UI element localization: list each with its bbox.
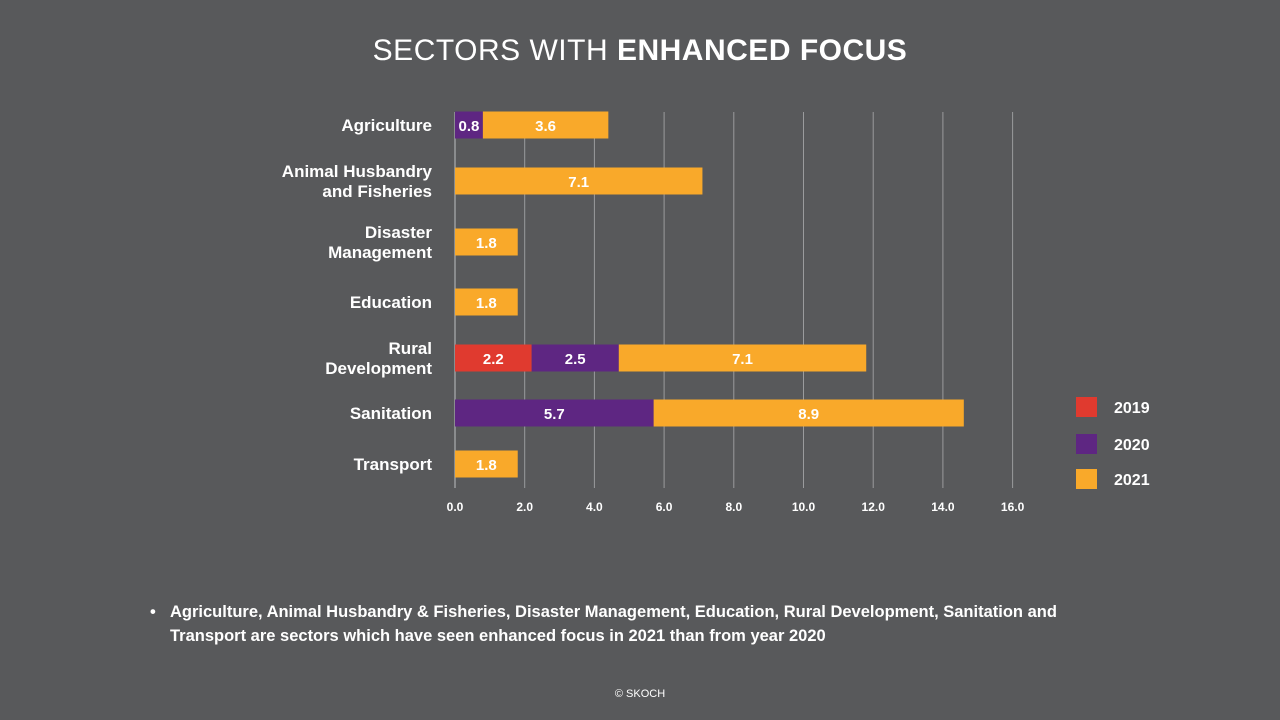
chart-title-light: SECTORS WITH	[372, 34, 617, 67]
data-label: 2.2	[483, 351, 504, 368]
bullet-icon: •	[150, 603, 156, 621]
bar-segment-2019	[455, 344, 532, 372]
x-tick-label: 6.0	[656, 500, 673, 514]
category-label: and Fisheries	[322, 182, 432, 201]
bar-segment-2021	[653, 399, 964, 427]
x-tick-label: 4.0	[586, 500, 603, 514]
data-label: 1.8	[476, 457, 497, 474]
legend-swatch-2020	[1076, 434, 1097, 454]
category-label: Development	[325, 359, 432, 378]
data-label: 1.8	[476, 295, 497, 312]
category-label: Sanitation	[350, 404, 432, 423]
bar-segment-2021	[618, 344, 867, 372]
data-label: 3.6	[535, 118, 556, 135]
chart-title: SECTORS WITH ENHANCED FOCUS	[0, 34, 1280, 68]
bar-segment-2020	[455, 399, 654, 427]
x-tick-label: 12.0	[862, 500, 886, 514]
data-label: 2.5	[565, 351, 586, 368]
category-label: Education	[350, 293, 432, 312]
bar-segment-2021	[455, 288, 518, 316]
legend-swatch-2021	[1076, 469, 1097, 489]
category-label: Management	[328, 243, 432, 262]
x-tick-label: 16.0	[1001, 500, 1025, 514]
bar-segment-2021	[482, 111, 609, 139]
x-tick-label: 10.0	[792, 500, 816, 514]
data-label: 0.8	[459, 118, 480, 135]
bar-segment-2020	[455, 111, 483, 139]
bar-segment-2021	[455, 450, 518, 478]
bar-segment-2021	[455, 228, 518, 256]
legend-label: 2020	[1114, 437, 1150, 454]
legend-label: 2019	[1114, 400, 1150, 417]
stacked-bar-chart: 0.0 2.0 4.0 6.0 8.0 10.0 12.0 14.0 16.0 Agricultu…	[282, 111, 1150, 514]
chart-title-bold: ENHANCED FOCUS	[616, 34, 908, 67]
category-label: Animal Husbandry	[282, 162, 433, 181]
category-label: Transport	[354, 455, 433, 474]
data-label: 1.8	[476, 235, 497, 252]
category-label: Disaster	[365, 223, 432, 242]
data-label: 7.1	[568, 174, 589, 191]
x-tick-label: 8.0	[725, 500, 742, 514]
x-tick-label: 14.0	[931, 500, 955, 514]
data-label: 5.7	[544, 406, 565, 423]
bar-segment-2021	[455, 167, 703, 195]
x-tick-label: 0.0	[447, 500, 464, 514]
legend-label: 2021	[1114, 472, 1150, 489]
category-label: Rural	[389, 339, 432, 358]
bar-segment-2020	[531, 344, 619, 372]
x-tick-label: 2.0	[516, 500, 533, 514]
data-label: 8.9	[798, 406, 819, 423]
footnote: • Agriculture, Animal Husbandry & Fisher…	[150, 600, 1130, 648]
footnote-text: Agriculture, Animal Husbandry & Fisherie…	[170, 603, 1057, 645]
legend-swatch-2019	[1076, 397, 1097, 417]
copyright: © SKOCH	[614, 688, 666, 700]
data-label: 7.1	[732, 351, 753, 368]
category-label: Agriculture	[341, 116, 432, 135]
